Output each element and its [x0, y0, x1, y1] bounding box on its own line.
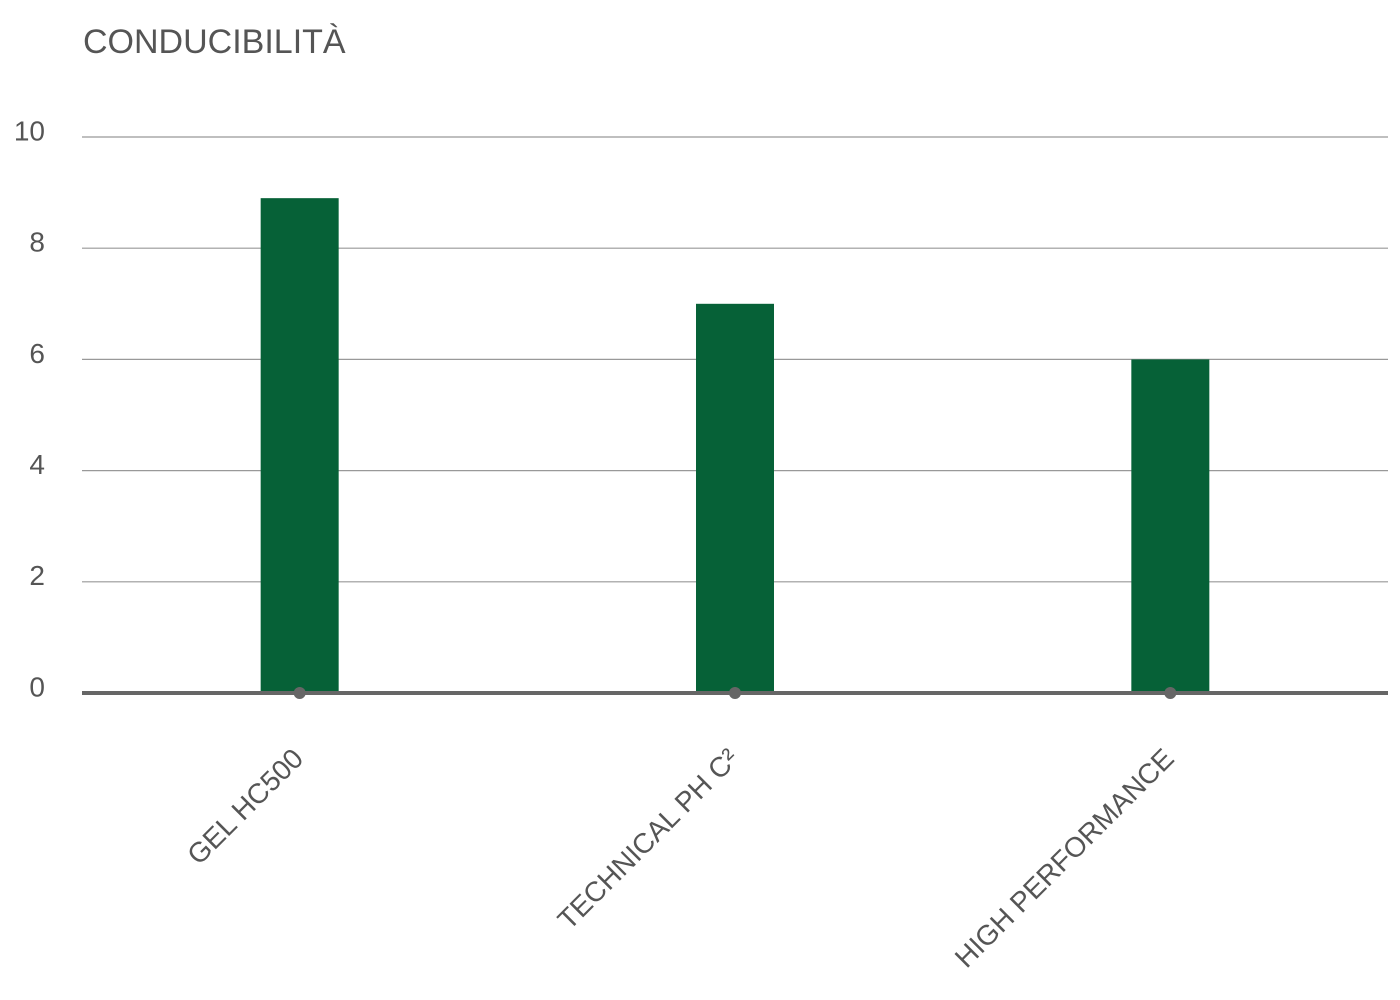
y-tick-label: 8 [29, 227, 45, 258]
bar [696, 303, 774, 693]
x-tick-label: TECHNICAL PH C² [552, 743, 745, 936]
x-tick-label: GEL HC500 [181, 743, 309, 871]
y-tick-label: 0 [29, 671, 45, 702]
x-tick-dot [1164, 687, 1177, 699]
x-tick-label: HIGH PERFORMANCE [949, 743, 1180, 974]
x-tick-dot [729, 687, 741, 699]
y-tick-label: 10 [14, 115, 45, 146]
x-tick-dot [293, 687, 306, 699]
bar [1131, 359, 1210, 693]
y-tick-label: 4 [29, 449, 45, 480]
y-tick-label: 6 [29, 338, 45, 369]
bar [260, 198, 339, 693]
y-tick-label: 2 [29, 560, 45, 591]
chart-title: CONDUCIBILITÀ [83, 23, 346, 61]
